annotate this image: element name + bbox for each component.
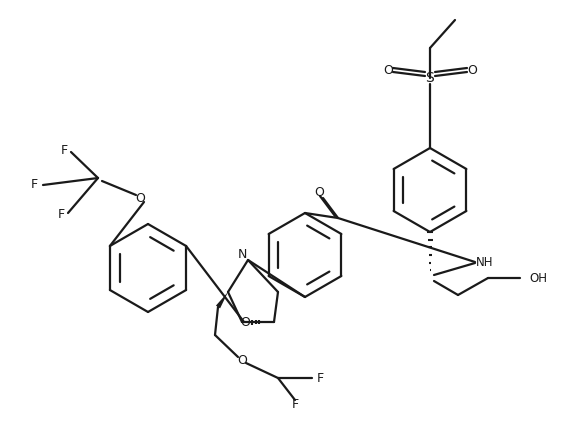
- Text: OH: OH: [529, 272, 547, 285]
- Text: NH: NH: [476, 256, 493, 269]
- Text: F: F: [60, 144, 68, 157]
- Text: S: S: [426, 71, 434, 85]
- Text: O: O: [237, 354, 247, 366]
- Text: N: N: [237, 249, 246, 262]
- Text: F: F: [317, 372, 324, 385]
- Text: F: F: [57, 208, 65, 221]
- Text: O: O: [314, 185, 324, 198]
- Text: O: O: [240, 316, 250, 329]
- Text: O: O: [467, 63, 477, 76]
- Text: O: O: [135, 191, 145, 204]
- Text: O: O: [383, 63, 393, 76]
- Polygon shape: [216, 292, 228, 309]
- Text: F: F: [30, 178, 37, 191]
- Text: F: F: [291, 398, 298, 411]
